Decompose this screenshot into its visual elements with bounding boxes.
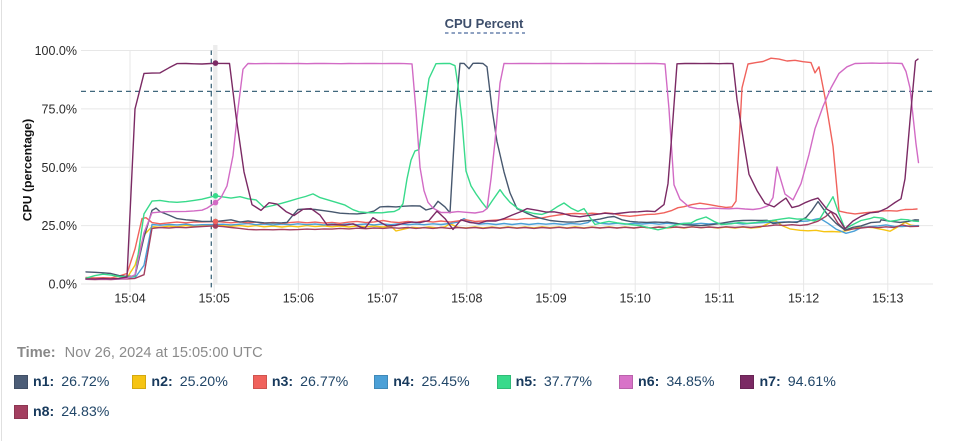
- svg-text:15:07: 15:07: [367, 292, 398, 306]
- svg-text:15:06: 15:06: [283, 292, 314, 306]
- svg-text:15:05: 15:05: [199, 292, 230, 306]
- svg-text:15:08: 15:08: [451, 292, 482, 306]
- svg-text:0.0%: 0.0%: [49, 278, 78, 292]
- svg-text:15:04: 15:04: [114, 292, 145, 306]
- svg-text:15:11: 15:11: [704, 292, 734, 306]
- svg-text:CPU (percentage): CPU (percentage): [21, 119, 35, 221]
- svg-text:15:13: 15:13: [872, 292, 903, 306]
- svg-text:15:10: 15:10: [620, 292, 651, 306]
- svg-text:25.0%: 25.0%: [42, 219, 77, 233]
- svg-text:15:12: 15:12: [788, 292, 819, 306]
- svg-text:50.0%: 50.0%: [42, 161, 77, 175]
- svg-text:75.0%: 75.0%: [42, 103, 77, 117]
- svg-text:100.0%: 100.0%: [35, 44, 77, 58]
- svg-text:15:09: 15:09: [535, 292, 566, 306]
